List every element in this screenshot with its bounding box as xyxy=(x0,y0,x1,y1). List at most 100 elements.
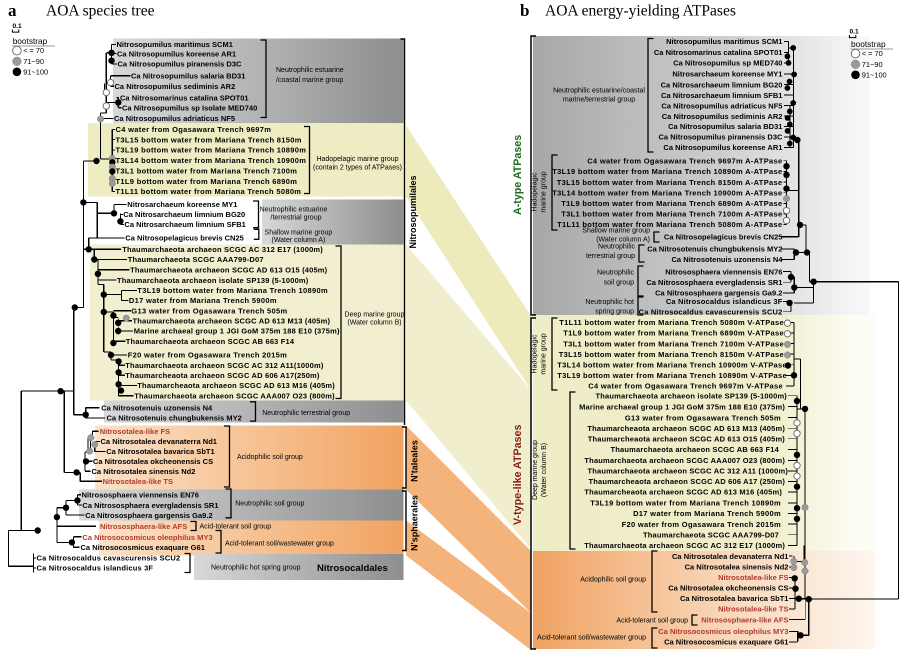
svg-text:bootstrap: bootstrap xyxy=(13,36,48,46)
svg-text:/coastal marine group: /coastal marine group xyxy=(276,77,343,84)
svg-text:Thaumarchaeota SCGC AAA799-D07: Thaumarchaeota SCGC AAA799-D07 xyxy=(128,255,264,264)
svg-text:Neutrophilic estuarine/coastal: Neutrophilic estuarine/coastal xyxy=(553,88,645,95)
svg-text:Thaumarchaeota SCGC AAA799-D07: Thaumarchaeota SCGC AAA799-D07 xyxy=(643,530,779,539)
svg-text:Ca Nitrosocaldus cavascurensis: Ca Nitrosocaldus cavascurensis SCU2 xyxy=(37,554,181,563)
svg-text:N'taleales: N'taleales xyxy=(410,440,420,482)
svg-text:T3L14 bottom water from Marian: T3L14 bottom water from Mariana Trench 1… xyxy=(116,156,307,165)
svg-text:Neutrophilic hot spring group: Neutrophilic hot spring group xyxy=(211,565,301,572)
svg-text:Nitrosopumilus maritimus SCM1: Nitrosopumilus maritimus SCM1 xyxy=(666,37,782,46)
svg-text:T3L14 bottom water from Marian: T3L14 bottom water from Mariana Trench 1… xyxy=(552,188,782,197)
svg-text:spring group: spring group xyxy=(595,309,634,316)
svg-text:C4 water from Ogasawara Trench: C4 water from Ogasawara Trench 9697m V-A… xyxy=(588,382,783,391)
svg-text:T3L15 bottom water from Marian: T3L15 bottom water from Mariana Trench 8… xyxy=(116,135,302,144)
svg-text:AOA species tree: AOA species tree xyxy=(46,3,155,20)
svg-text:Ca Nitrosocosmicus oleophilus: Ca Nitrosocosmicus oleophilus MY3 xyxy=(658,627,788,636)
svg-text:Ca Nitrosotalea sinensis Nd2: Ca Nitrosotalea sinensis Nd2 xyxy=(685,562,789,571)
svg-text:Thaumarchaeota archaeon SCGC A: Thaumarchaeota archaeon SCGC AB 663 F14 xyxy=(611,445,780,454)
svg-text:Neutrophilic estuarine: Neutrophilic estuarine xyxy=(260,207,328,214)
svg-text:Thaumarchaeota archaeon SCGC A: Thaumarchaeota archaeon SCGC AD 613 O15 … xyxy=(130,266,328,275)
svg-text:Ca Nitrosotalea bavarica SbT1: Ca Nitrosotalea bavarica SbT1 xyxy=(680,594,789,603)
svg-text:T3L1 bottom water from Mariana: T3L1 bottom water from Mariana Trench 71… xyxy=(561,210,782,219)
svg-text:Nitrosopumilus maritimus SCM1: Nitrosopumilus maritimus SCM1 xyxy=(117,40,233,49)
svg-text:Nitrososphaera viennensis EN76: Nitrososphaera viennensis EN76 xyxy=(82,491,199,500)
svg-text:Ca Nitrosomarinus catalina SPO: Ca Nitrosomarinus catalina SPOT01 xyxy=(120,93,249,102)
svg-text:Ca Nitrosocosmicus exaquare G6: Ca Nitrosocosmicus exaquare G61 xyxy=(664,638,788,647)
svg-text:Ca Nitrosotenuis chungbukensis: Ca Nitrosotenuis chungbukensis MY2 xyxy=(647,245,782,254)
svg-text:Nitrososphaera-like AFS: Nitrososphaera-like AFS xyxy=(701,615,788,624)
svg-text:Ca Nitrosocaldus cavascurensis: Ca Nitrosocaldus cavascurensis SCU2 xyxy=(639,307,783,316)
svg-text:Ca Nitrosopumilus koreense AR1: Ca Nitrosopumilus koreense AR1 xyxy=(117,49,236,58)
svg-text:(contain 2 types of ATPases): (contain 2 types of ATPases) xyxy=(313,165,402,172)
svg-text:0.1: 0.1 xyxy=(850,29,859,36)
svg-text:(Water column A): (Water column A) xyxy=(271,237,325,244)
svg-text:0.1: 0.1 xyxy=(13,23,22,30)
svg-text:Neutrophilic: Neutrophilic xyxy=(598,244,635,251)
svg-text:Thaumarchaeota archaeon SCGC A: Thaumarchaeota archaeon SCGC AD 613 M13 … xyxy=(133,317,331,326)
svg-text:Nitrosotalea-like FS: Nitrosotalea-like FS xyxy=(100,427,170,436)
svg-text:Ca Nitrosotalea devanaterra Nd: Ca Nitrosotalea devanaterra Nd1 xyxy=(672,552,789,561)
svg-text:Hadopelagic: Hadopelagic xyxy=(532,334,539,373)
svg-text:Deep marine group: Deep marine group xyxy=(532,440,539,500)
svg-text:T3L1 bottom water from Mariana: T3L1 bottom water from Mariana Trench 71… xyxy=(563,339,784,348)
svg-text:Nitrosocaldales: Nitrosocaldales xyxy=(317,563,388,574)
svg-text:T3L19 bottom water from Marian: T3L19 bottom water from Mariana Trench 1… xyxy=(590,499,781,508)
svg-text:Ca Nitrosocaldus islandicus 3F: Ca Nitrosocaldus islandicus 3F xyxy=(37,564,154,573)
svg-text:Ca Nitrosopelagicus brevis CN2: Ca Nitrosopelagicus brevis CN25 xyxy=(125,234,244,243)
svg-text:71~90: 71~90 xyxy=(23,57,44,66)
svg-text:Ca Nitrosopumilus piranensis D: Ca Nitrosopumilus piranensis D3C xyxy=(118,60,243,69)
svg-text:Neutrophilic soil group: Neutrophilic soil group xyxy=(235,501,304,508)
svg-text:Thaumarcheaota archaeon SCGC A: Thaumarcheaota archaeon SCGC AD 606 A17 … xyxy=(588,477,785,486)
svg-text:Ca Nitrosopelagicus brevis CN2: Ca Nitrosopelagicus brevis CN25 xyxy=(664,233,783,242)
svg-text:marine group: marine group xyxy=(541,171,548,212)
svg-text:Ca Nitrosopumilus salaria BD31: Ca Nitrosopumilus salaria BD31 xyxy=(668,122,782,131)
svg-text:Nitrosotalea-like TS: Nitrosotalea-like TS xyxy=(103,477,173,486)
svg-text:Nitrosopumilales: Nitrosopumilales xyxy=(408,175,418,248)
svg-text:Nitrosarchaeum koreense MY1: Nitrosarchaeum koreense MY1 xyxy=(672,70,782,79)
svg-text:Nitrosotalea-like FS: Nitrosotalea-like FS xyxy=(718,573,788,582)
svg-text:T3L19 bottom water from Marian: T3L19 bottom water from Mariana Trench 1… xyxy=(552,167,782,176)
svg-text:Ca Nitrosotalea okcheonensis C: Ca Nitrosotalea okcheonensis CS xyxy=(668,584,788,593)
svg-text:T3L15 bottom water from Marian: T3L15 bottom water from Mariana Trench 8… xyxy=(557,178,783,187)
svg-text:Ca Nitrososphaera gargensis Ga: Ca Nitrososphaera gargensis Ga9.2 xyxy=(655,289,782,298)
svg-text:Nitrososphaera-like AFS: Nitrososphaera-like AFS xyxy=(100,522,187,531)
svg-text:Thaumarcheaota archaeon SCGC A: Thaumarcheaota archaeon SCGC AD 606 A17(… xyxy=(125,371,320,380)
svg-text:b: b xyxy=(520,1,529,20)
svg-text:T3L1 bottom water from Mariana: T3L1 bottom water from Mariana Trench 71… xyxy=(116,167,298,176)
svg-text:Shallow marine group: Shallow marine group xyxy=(582,228,650,235)
svg-text:Hadopelagic: Hadopelagic xyxy=(532,172,539,211)
svg-text:Ca Nitrosarchaeum limnium SFB1: Ca Nitrosarchaeum limnium SFB1 xyxy=(661,91,782,100)
svg-text:Ca Nitrosotenuis uzonensis N4: Ca Nitrosotenuis uzonensis N4 xyxy=(671,255,783,264)
svg-text:Ca Nitrosocosmicus exaquare G6: Ca Nitrosocosmicus exaquare G61 xyxy=(81,543,205,552)
svg-text:T3L19 bottom water from Marian: T3L19 bottom water from Mariana Trench 1… xyxy=(116,146,307,155)
svg-text:N'sphaerales: N'sphaerales xyxy=(410,495,420,551)
svg-text:Nitrosarchaeum koreense MY1: Nitrosarchaeum koreense MY1 xyxy=(127,200,237,209)
svg-text:91~100: 91~100 xyxy=(862,70,887,79)
svg-text:Ca Nitrosotalea sinensis Nd2: Ca Nitrosotalea sinensis Nd2 xyxy=(92,467,196,476)
svg-text:Acid-tolerant soil group: Acid-tolerant soil group xyxy=(616,618,688,625)
svg-text:Neutrophilic terrestrial group: Neutrophilic terrestrial group xyxy=(262,410,350,417)
svg-text:Thaumarchaeota archaeon SCGC A: Thaumarchaeota archaeon SCGC AB 663 F14 xyxy=(126,337,295,346)
svg-text:Ca Nitrosotenuis chungbukensis: Ca Nitrosotenuis chungbukensis MY2 xyxy=(107,414,242,423)
svg-text:a: a xyxy=(8,1,17,20)
svg-text:Ca Nitrosotalea devanaterra Nd: Ca Nitrosotalea devanaterra Nd1 xyxy=(101,437,218,446)
svg-text:Marine archaeal group 1 JGI Go: Marine archaeal group 1 JGI GoM 375m 188… xyxy=(579,402,785,411)
svg-text:Hadopelagic marine group: Hadopelagic marine group xyxy=(316,156,398,163)
svg-text:T3L14 bottom water from Marian: T3L14 bottom water from Mariana Trench 1… xyxy=(557,360,787,369)
svg-text:Ca Nitrosarchaeum limnium BG20: Ca Nitrosarchaeum limnium BG20 xyxy=(661,80,783,89)
svg-text:Thaumarchaeota archaeon SCGC A: Thaumarchaeota archaeon SCGC AC 312 A11(… xyxy=(125,361,324,370)
svg-text:Ca Nitrosotalea okcheonensis C: Ca Nitrosotalea okcheonensis CS xyxy=(93,457,213,466)
svg-text:Ca Nitrosarchaeum limnium BG20: Ca Nitrosarchaeum limnium BG20 xyxy=(123,210,245,219)
svg-text:(Water column A): (Water column A) xyxy=(596,237,650,244)
svg-text:Thaumarchaeota archaeon SCGC A: Thaumarchaeota archaeon SCGC AC 312 A11 … xyxy=(588,467,789,476)
svg-text:terrestrial group: terrestrial group xyxy=(586,253,635,260)
svg-text:C4 water from Ogasawara Trench: C4 water from Ogasawara Trench 9697m A-A… xyxy=(587,156,782,165)
svg-text:Ca Nitrosopumilus sp Isolate M: Ca Nitrosopumilus sp Isolate MED740 xyxy=(122,103,257,112)
svg-text:Nitrososphaera viennensis EN76: Nitrososphaera viennensis EN76 xyxy=(665,267,782,276)
svg-text:< = 70: < = 70 xyxy=(862,49,883,58)
svg-text:Thaumarchaeota archaeon isolat: Thaumarchaeota archaeon isolate SP139 (5… xyxy=(596,391,788,400)
svg-text:T1L9 bottom water from Mariana: T1L9 bottom water from Mariana Trench 68… xyxy=(116,177,298,186)
svg-text:V-type-like ATPases: V-type-like ATPases xyxy=(512,425,524,525)
svg-text:< = 70: < = 70 xyxy=(23,46,44,55)
svg-text:D17 water from Mariana Trench: D17 water from Mariana Trench 5900m xyxy=(633,509,781,518)
svg-text:bootstrap: bootstrap xyxy=(851,39,886,49)
